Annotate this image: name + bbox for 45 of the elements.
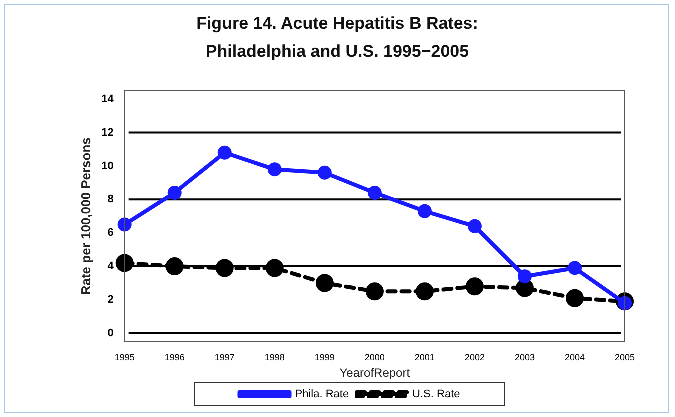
point [568, 261, 582, 276]
y-tick-label: 12 [102, 126, 114, 139]
point [516, 279, 534, 298]
point [468, 219, 482, 234]
y-axis-title: Rate per 100,000 Persons [78, 138, 94, 296]
y-tick-label: 4 [108, 260, 115, 273]
x-tick-label: 1996 [164, 352, 185, 363]
point [366, 282, 384, 301]
point [518, 270, 532, 284]
point [318, 166, 332, 180]
point [266, 259, 284, 278]
legend-label: Phila. Rate [295, 388, 350, 401]
point [466, 278, 484, 296]
y-tick-label: 2 [108, 294, 114, 306]
legend-label: U.S. Rate [412, 388, 460, 401]
chart-title: Figure 14. Acute Hepatitis B Rates: [196, 14, 480, 34]
y-tick-label: 0 [108, 327, 114, 340]
chart-subtitle: Philadelphia and U.S. 1995−2005 [204, 42, 470, 62]
x-tick-label: 2000 [364, 352, 385, 363]
x-tick-label: 2003 [514, 352, 535, 363]
x-tick-label: 2002 [464, 352, 485, 363]
point [268, 162, 282, 177]
point [316, 274, 334, 292]
x-tick-label: 2001 [414, 352, 435, 363]
y-tick-label: 8 [108, 194, 114, 206]
x-axis-title: YearofReport [340, 366, 411, 380]
point [168, 186, 182, 200]
x-tick-label: 1997 [214, 352, 235, 363]
point [566, 289, 584, 308]
point [418, 204, 432, 218]
x-tick-label: 1998 [264, 352, 285, 363]
x-tick-label: 2005 [614, 352, 636, 363]
x-tick-label: 2004 [564, 352, 585, 363]
y-tick-label: 14 [102, 93, 115, 106]
point [116, 254, 134, 272]
point [416, 282, 434, 301]
x-tick-label: 1999 [314, 352, 335, 363]
point [368, 186, 382, 200]
point [118, 218, 132, 232]
point [166, 258, 184, 276]
x-tick-label: 1995 [114, 352, 135, 363]
point [218, 146, 232, 160]
point [216, 259, 234, 278]
y-tick-label: 6 [108, 227, 114, 240]
y-tick-label: 10 [102, 160, 114, 172]
